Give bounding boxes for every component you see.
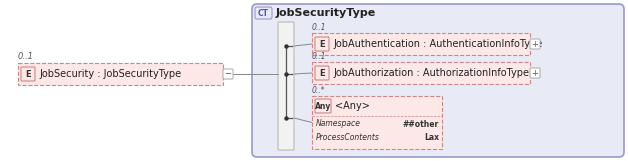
FancyBboxPatch shape <box>315 99 331 113</box>
Text: 0..1: 0..1 <box>312 52 327 61</box>
Text: <Any>: <Any> <box>335 101 370 111</box>
Text: 0..1: 0..1 <box>18 52 34 61</box>
FancyBboxPatch shape <box>255 7 272 19</box>
Text: CT: CT <box>258 9 269 18</box>
Text: ProcessContents: ProcessContents <box>316 133 380 142</box>
Text: 0..1: 0..1 <box>312 23 327 32</box>
Text: E: E <box>319 39 325 48</box>
FancyBboxPatch shape <box>312 62 530 84</box>
FancyBboxPatch shape <box>223 69 233 79</box>
Text: +: + <box>531 39 538 48</box>
FancyBboxPatch shape <box>278 22 294 150</box>
FancyBboxPatch shape <box>312 33 530 55</box>
FancyBboxPatch shape <box>312 96 442 149</box>
FancyBboxPatch shape <box>18 63 223 85</box>
FancyBboxPatch shape <box>315 66 329 80</box>
Text: ##other: ##other <box>403 119 439 128</box>
Text: Namespace: Namespace <box>316 119 361 128</box>
Text: JobSecurityType: JobSecurityType <box>276 8 376 18</box>
Text: JobSecurity : JobSecurityType: JobSecurity : JobSecurityType <box>39 69 181 79</box>
Text: +: + <box>531 68 538 77</box>
Text: JobAuthentication : AuthenticationInfoType: JobAuthentication : AuthenticationInfoTy… <box>333 39 542 49</box>
FancyBboxPatch shape <box>252 4 624 157</box>
FancyBboxPatch shape <box>315 37 329 51</box>
Text: 0..*: 0..* <box>312 86 325 95</box>
FancyBboxPatch shape <box>530 39 540 49</box>
Text: E: E <box>25 70 31 79</box>
Text: Lax: Lax <box>424 133 439 142</box>
FancyBboxPatch shape <box>530 68 540 78</box>
Text: −: − <box>224 70 232 79</box>
Text: JobAuthorization : AuthorizationInfoType: JobAuthorization : AuthorizationInfoType <box>333 68 529 78</box>
Text: Any: Any <box>315 101 331 110</box>
Text: E: E <box>319 68 325 77</box>
FancyBboxPatch shape <box>21 67 35 81</box>
